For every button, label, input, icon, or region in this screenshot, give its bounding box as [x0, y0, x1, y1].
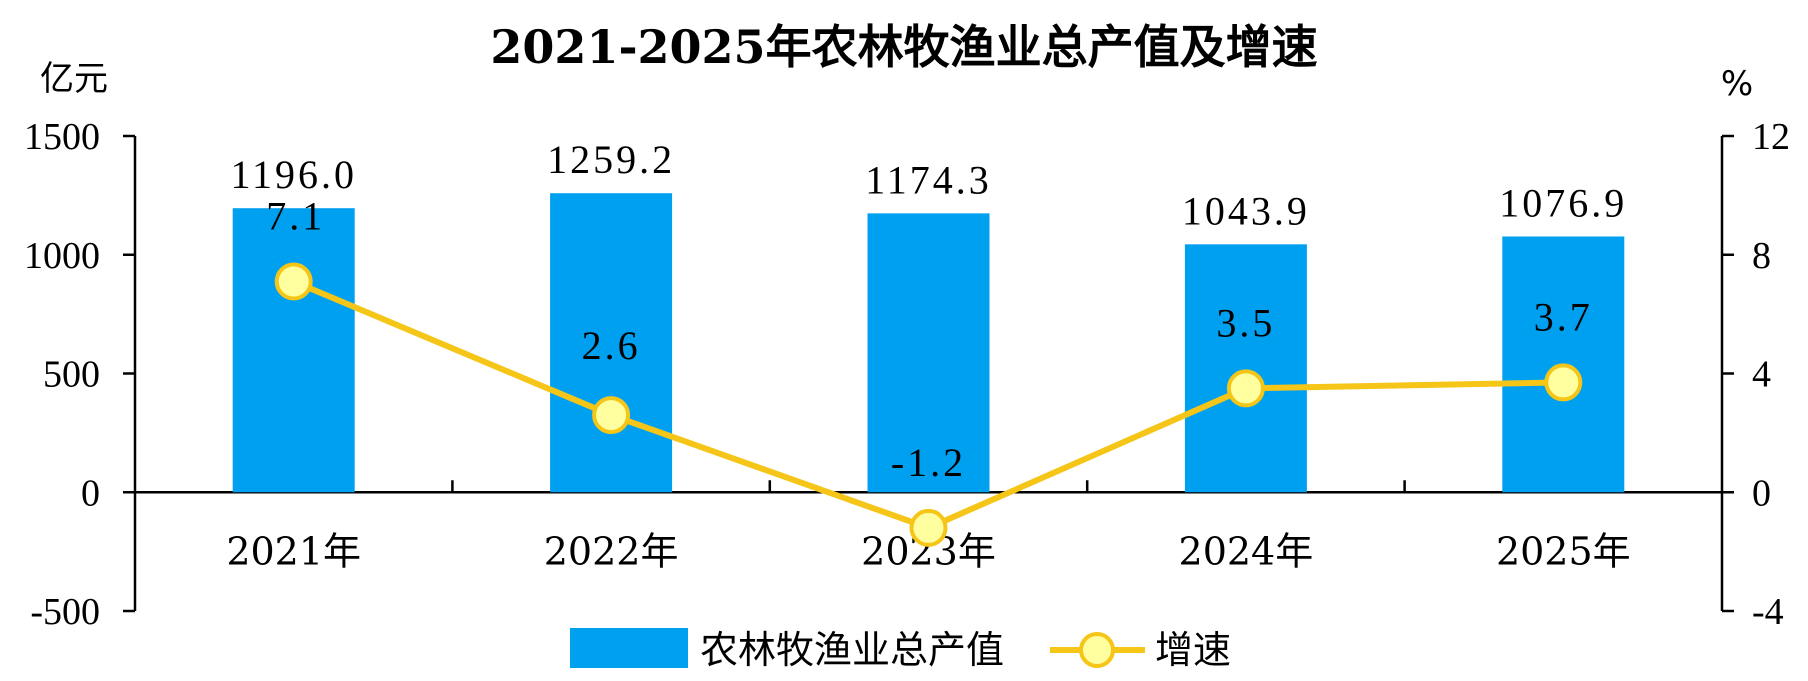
- growth-rate-label: 3.7: [1534, 294, 1593, 339]
- legend-label-bar: 农林牧渔业总产值: [700, 628, 1004, 672]
- bar: [1184, 244, 1307, 493]
- legend-marker-line: [1079, 632, 1115, 668]
- bar-value-label: 1043.9: [1182, 188, 1310, 233]
- bar-value-label: 1076.9: [1499, 180, 1627, 225]
- bar-value-label: 1174.3: [865, 157, 992, 202]
- x-axis-category-label: 2024年: [1179, 529, 1314, 573]
- legend-swatch-bar: [570, 628, 688, 668]
- right-axis-tick-label: 4: [1752, 354, 1771, 396]
- growth-rate-label: 3.5: [1216, 300, 1275, 345]
- labels-layer: 1196.0 1259.2 1174.3 1043.9 1076.9 7.1 2.6 -1.2…: [230, 137, 1627, 485]
- left-axis-tick-label: 1000: [24, 235, 100, 277]
- growth-rate-label: -1.2: [891, 440, 966, 485]
- chart-title: 2021-2025年农林牧渔业总产值及增速: [490, 20, 1317, 74]
- growth-rate-label: 2.6: [582, 323, 641, 368]
- right-axis-tick-label: 12: [1752, 116, 1790, 158]
- bar: [867, 213, 990, 493]
- growth-rate-label: 7.1: [266, 193, 325, 238]
- growth-rate-marker: [274, 262, 313, 301]
- bar-value-label: 1259.2: [547, 137, 675, 182]
- bar: [550, 193, 673, 493]
- x-axis-category-label: 2022年: [544, 529, 679, 573]
- growth-rate-marker: [592, 396, 631, 435]
- left-axis-unit: 亿元: [40, 59, 108, 99]
- left-axis-tick-label: 0: [81, 472, 100, 514]
- left-axis-tick-label: 500: [43, 354, 100, 396]
- x-axis-category-label: 2025年: [1496, 529, 1631, 573]
- growth-rate-marker: [1544, 363, 1583, 402]
- left-axis-tick-label: -500: [30, 591, 100, 633]
- right-axis-tick-label: 8: [1752, 235, 1771, 277]
- x-axis-category-label: 2021年: [226, 529, 361, 573]
- growth-rate-marker: [909, 508, 948, 547]
- legend: 农林牧渔业总产值 增速: [570, 628, 1231, 672]
- right-axis-unit: %: [1721, 64, 1753, 104]
- legend-label-line: 增速: [1155, 628, 1231, 672]
- bar-value-label: 1196.0: [230, 152, 357, 197]
- bar: [232, 208, 355, 493]
- left-axis-tick-label: 1500: [24, 116, 100, 158]
- right-axis-tick-label: -4: [1752, 591, 1784, 633]
- growth-rate-marker: [1226, 369, 1265, 408]
- right-axis-tick-label: 0: [1752, 472, 1771, 514]
- line-layer: [274, 262, 1583, 547]
